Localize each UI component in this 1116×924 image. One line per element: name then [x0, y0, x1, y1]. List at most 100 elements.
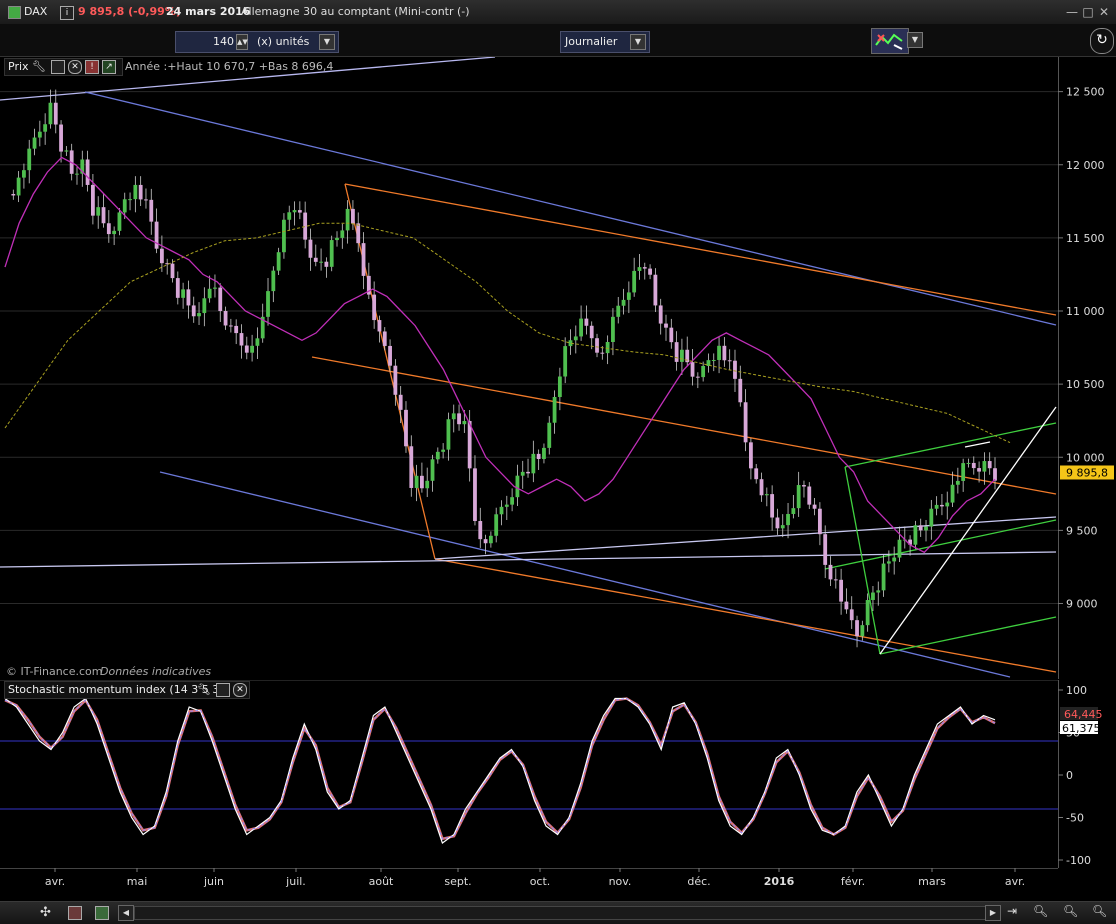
- candle-31: [175, 271, 180, 305]
- period-select[interactable]: Journalier ▼: [560, 31, 650, 53]
- candle-49: [271, 266, 276, 303]
- zoom-in-icon[interactable]: 🔍︎: [1063, 904, 1079, 918]
- momentum-window-icon[interactable]: [216, 683, 230, 697]
- price-y-axis: 12 500 12 000 11 500 11 000 10 500 10 000 9 50…: [1058, 57, 1105, 679]
- momentum-value-1: 64,445: [1064, 708, 1103, 721]
- candle-62: [340, 223, 345, 249]
- moving-average-line: [4, 156, 996, 554]
- momentum-dashed-line: [4, 697, 996, 840]
- candle-175: [940, 493, 944, 516]
- minimize-icon[interactable]: —: [1066, 5, 1078, 19]
- candle-107: [579, 305, 583, 341]
- candle-50: [276, 247, 281, 276]
- horizontal-scrollbar[interactable]: [134, 906, 986, 920]
- scroll-left-button[interactable]: ◀: [118, 905, 134, 921]
- units-spinner[interactable]: ▲▼: [236, 34, 248, 50]
- candle-117: [632, 257, 637, 297]
- scroll-end-icon[interactable]: ⇥: [1007, 904, 1018, 918]
- candle-53: [292, 201, 297, 226]
- period-dropdown-icon[interactable]: ▼: [630, 34, 646, 50]
- crosshair-icon[interactable]: ✣: [40, 905, 51, 920]
- wrench-icon[interactable]: 🔧︎: [32, 60, 46, 73]
- x-tick-label: juil.: [285, 875, 306, 888]
- trend-lines: [0, 57, 1057, 678]
- momentum-wrench-icon[interactable]: 🔧︎: [197, 683, 211, 696]
- candle-77: [420, 462, 424, 493]
- units-dropdown-icon[interactable]: ▼: [319, 34, 335, 50]
- candle-28: [159, 235, 164, 272]
- chart-type-icon[interactable]: ↗: [102, 60, 116, 74]
- candle-75: [409, 435, 414, 497]
- candle-90: [488, 531, 493, 548]
- candle-148: [796, 471, 801, 517]
- candle-105: [568, 329, 573, 355]
- units-input[interactable]: 140 ▲▼ (x) unités ▼: [175, 31, 339, 53]
- candle-3: [27, 139, 32, 184]
- candle-92: [499, 500, 504, 526]
- candle-17: [101, 194, 106, 228]
- candle-86: [467, 410, 472, 482]
- long-moving-average-line: [4, 222, 1011, 444]
- candle-119: [642, 262, 647, 280]
- units-value: 140: [213, 35, 234, 48]
- momentum-value-markers: 64,445 61,375: [1060, 707, 1103, 735]
- candle-51: [282, 213, 286, 259]
- candle-25: [144, 188, 148, 209]
- scroll-right-button[interactable]: ▶: [985, 905, 1001, 921]
- candle-16: [96, 196, 101, 229]
- units-label: (x) unités: [257, 35, 310, 48]
- info-icon[interactable]: i: [60, 6, 74, 20]
- candle-61: [335, 231, 339, 247]
- trendline-green-upper: [844, 422, 1057, 468]
- candle-104: [563, 337, 568, 384]
- zoom-reset-icon[interactable]: 🔍︎: [1092, 904, 1108, 918]
- price-legend-label: Prix: [8, 60, 29, 73]
- x-tick-label: juin: [203, 875, 224, 888]
- candle-123: [664, 314, 668, 341]
- candle-65: [356, 212, 361, 252]
- remove-icon[interactable]: ✕: [68, 60, 82, 74]
- candle-69: [377, 315, 382, 343]
- momentum-legend: Stochastic momentum index (14 3 5 3) 🔧︎ …: [4, 681, 250, 699]
- export-icon[interactable]: [95, 906, 109, 920]
- indicators-dropdown-icon[interactable]: ▼: [907, 32, 923, 48]
- candle-43: [239, 324, 244, 359]
- table-icon[interactable]: [68, 906, 82, 920]
- candle-36: [202, 287, 207, 327]
- x-tick-label: avr.: [1005, 875, 1025, 888]
- price-chart[interactable]: 12 500 12 000 11 500 11 000 10 500 10 000 9 50…: [0, 57, 1116, 679]
- momentum-chart[interactable]: 100500-50-100 64,445 61,375: [0, 680, 1116, 868]
- candle-79: [430, 454, 435, 492]
- candle-40: [223, 306, 228, 330]
- candle-88: [478, 507, 483, 548]
- alert-icon[interactable]: !: [85, 60, 99, 74]
- momentum-remove-icon[interactable]: ✕: [233, 683, 247, 697]
- candle-131: [706, 353, 711, 373]
- candle-6: [43, 113, 48, 145]
- x-tick-label: 2016: [764, 875, 795, 888]
- maximize-icon[interactable]: □: [1082, 5, 1094, 19]
- price-legend-text: Année :+Haut 10 670,7 +Bas 8 696,4: [125, 60, 334, 73]
- last-price-label: 9 895,8: [1066, 466, 1108, 479]
- candle-73: [398, 386, 403, 424]
- candle-91: [494, 507, 499, 543]
- candle-103: [557, 367, 562, 411]
- zoom-out-icon[interactable]: 🔍︎: [1033, 904, 1049, 918]
- candle-102: [552, 390, 557, 434]
- close-icon[interactable]: ✕: [1098, 5, 1110, 19]
- app-menu-icon[interactable]: ↻: [1090, 28, 1114, 54]
- candle-37: [207, 275, 212, 303]
- candle-140: [754, 463, 759, 484]
- candle-30: [170, 259, 175, 283]
- indicators-tool-icon[interactable]: [871, 28, 909, 54]
- candle-135: [727, 349, 732, 370]
- window-icon[interactable]: [51, 60, 65, 74]
- candle-1: [16, 171, 21, 203]
- candle-10: [64, 146, 69, 156]
- candle-32: [181, 282, 186, 309]
- candle-47: [260, 303, 265, 343]
- candle-176: [945, 491, 950, 520]
- candle-183: [982, 452, 987, 485]
- trendline-green-mid: [824, 519, 1057, 570]
- candle-23: [133, 176, 138, 213]
